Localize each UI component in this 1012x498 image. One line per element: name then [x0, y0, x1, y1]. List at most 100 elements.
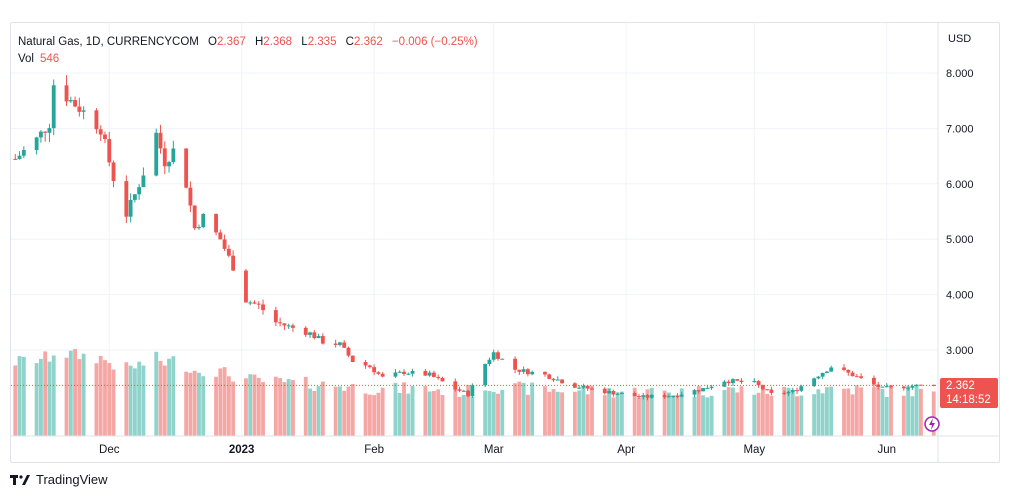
volume-bar — [645, 389, 650, 436]
candle-body — [231, 255, 236, 271]
price-axis[interactable]: 3.000 4.000 5.000 6.000 7.000 8.000 — [937, 23, 974, 462]
candle-body — [555, 379, 560, 381]
volume-bar — [286, 379, 291, 436]
candle-body — [735, 379, 740, 381]
candle-body — [410, 370, 415, 374]
grid-lines — [11, 23, 938, 436]
volume-bar — [487, 391, 492, 436]
volume-bar — [850, 394, 855, 436]
volume-bar — [308, 388, 312, 436]
volume-bar — [551, 389, 556, 436]
volume-bar — [739, 386, 744, 436]
candle-body — [876, 384, 881, 388]
volume-bar — [158, 360, 163, 436]
candle-body — [68, 100, 73, 102]
candle-body — [560, 379, 564, 384]
close-label: C — [345, 36, 354, 48]
candle-body — [350, 355, 355, 362]
tradingview-logo-icon — [10, 474, 30, 485]
candle-body — [666, 396, 671, 398]
candle-body — [273, 310, 278, 323]
lightning-icon[interactable] — [924, 416, 940, 432]
candle-body — [491, 352, 496, 360]
candle-body — [871, 377, 876, 385]
volume-bar — [513, 383, 518, 436]
volume-bar — [619, 391, 624, 436]
volume-bar — [914, 386, 919, 436]
volume-bar — [17, 356, 22, 436]
volume-value: 546 — [40, 53, 60, 65]
candle-body — [192, 205, 197, 229]
volume-bar — [756, 392, 761, 436]
candle-body — [197, 227, 201, 229]
candle-body — [94, 110, 99, 130]
change-value: −0.006 (−0.25%) — [391, 36, 478, 48]
currency-label[interactable]: USD — [948, 33, 972, 45]
time-tick-label: Dec — [99, 444, 120, 456]
volume-bar — [77, 359, 82, 436]
symbol-title[interactable]: Natural Gas, 1D, CURRENCYCOM — [18, 36, 199, 48]
volume-bar — [799, 395, 804, 436]
volume-bar — [611, 397, 616, 436]
price-tick-label: 5.000 — [946, 234, 974, 246]
volume-bar — [470, 396, 475, 436]
volume-bar — [107, 363, 112, 436]
volume-bar — [380, 387, 385, 436]
volume-bar — [316, 386, 321, 436]
volume-bar — [440, 395, 445, 436]
volume-bar — [21, 356, 26, 436]
volume-bar — [530, 382, 535, 436]
candle-body — [423, 370, 428, 376]
volume-bar — [261, 382, 265, 436]
volume-bar — [825, 387, 829, 436]
volume-bar — [244, 378, 248, 436]
volume-bar — [782, 386, 787, 436]
candle-body — [752, 381, 757, 383]
candle-body — [820, 372, 825, 377]
open-label: O — [208, 36, 217, 48]
candle-body — [346, 347, 351, 356]
candle-body — [107, 139, 112, 163]
volume-bar — [641, 395, 646, 436]
volume-bar — [312, 390, 317, 436]
price-candles — [13, 75, 936, 401]
candle-body — [551, 378, 556, 381]
candle-body — [675, 395, 680, 397]
candle-body — [282, 323, 287, 326]
volume-bar — [214, 376, 218, 436]
candle-body — [372, 367, 377, 373]
volume-bar — [256, 377, 261, 436]
candle-body — [406, 373, 411, 375]
candle-body — [128, 199, 133, 217]
candle-body — [854, 376, 859, 378]
candle-body — [581, 385, 586, 388]
volume-bar — [760, 384, 765, 436]
candle-body — [201, 213, 206, 228]
volume-bar — [521, 382, 526, 436]
candle-body — [367, 365, 372, 368]
volume-bar — [132, 368, 137, 436]
candle-body — [795, 390, 799, 392]
candle-body — [637, 396, 641, 398]
volume-bar — [278, 378, 283, 436]
price-tick-label: 3.000 — [946, 345, 974, 357]
candle-body — [43, 131, 48, 133]
candle-body — [103, 134, 107, 140]
candle-body — [342, 342, 347, 348]
volume-bar — [43, 351, 48, 436]
volume-bar — [602, 395, 607, 436]
candle-body — [154, 132, 159, 176]
candle-body — [261, 304, 265, 311]
volume-bar — [248, 374, 253, 436]
brand[interactable]: TradingView — [10, 472, 108, 487]
candle-body — [73, 100, 78, 107]
volume-bar — [372, 395, 377, 436]
time-tick-label: Apr — [617, 444, 635, 456]
candle-body — [901, 386, 906, 389]
time-axis[interactable]: Dec 2023 Feb Mar Apr May Jun — [11, 435, 999, 456]
candle-body — [248, 302, 253, 304]
volume-bar — [726, 387, 731, 436]
candle-body — [705, 388, 710, 390]
candle-body — [701, 388, 705, 392]
